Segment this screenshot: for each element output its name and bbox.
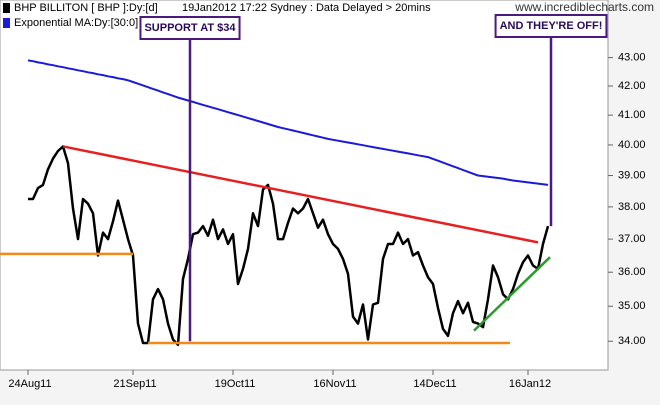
y-tick-label: 34.00 [618, 335, 646, 347]
callout-box [494, 14, 608, 38]
x-tick-label: 24Aug11 [8, 378, 51, 390]
legend-entry: Exponential MA:Dy:[30:0] [14, 17, 138, 29]
legend-icon [3, 3, 10, 13]
marks [0, 59, 551, 347]
series-line [27, 59, 549, 186]
subtitle: 19Jan2012 17:22 Sydney : Data Delayed > … [182, 2, 431, 14]
trendline [62, 145, 539, 244]
y-tick-label: 39.00 [618, 169, 646, 181]
y-tick-label: 43.00 [618, 51, 646, 63]
plot-area [0, 0, 609, 371]
x-tick-label: 16Nov11 [313, 378, 356, 390]
x-tick-label: 14Dec11 [413, 378, 456, 390]
x-tick-label: 19Oct11 [215, 378, 256, 390]
y-tick-label: 35.00 [618, 300, 646, 312]
series-line [28, 145, 550, 347]
legend-icon [3, 18, 10, 28]
y-tick-label: 41.00 [618, 109, 646, 121]
x-tick-label: 16Jan12 [509, 378, 551, 390]
callout-text: SUPPORT AT $34 [144, 22, 236, 34]
trendline [473, 256, 551, 332]
y-tick-label: 40.00 [618, 139, 646, 151]
x-tick-label: 21Sep11 [113, 378, 156, 390]
legend-entry: BHP BILLITON [ BHP ]:Dy:[d] [14, 2, 158, 14]
callout-box [139, 16, 241, 40]
callout-text: AND THEY'RE OFF! [500, 20, 603, 32]
y-tick-label: 38.00 [618, 201, 646, 213]
watermark: www.incrediblecharts.com [514, 0, 654, 14]
y-tick-label: 42.00 [618, 80, 646, 92]
y-tick-label: 36.00 [618, 266, 646, 278]
y-tick-label: 37.00 [618, 233, 646, 245]
